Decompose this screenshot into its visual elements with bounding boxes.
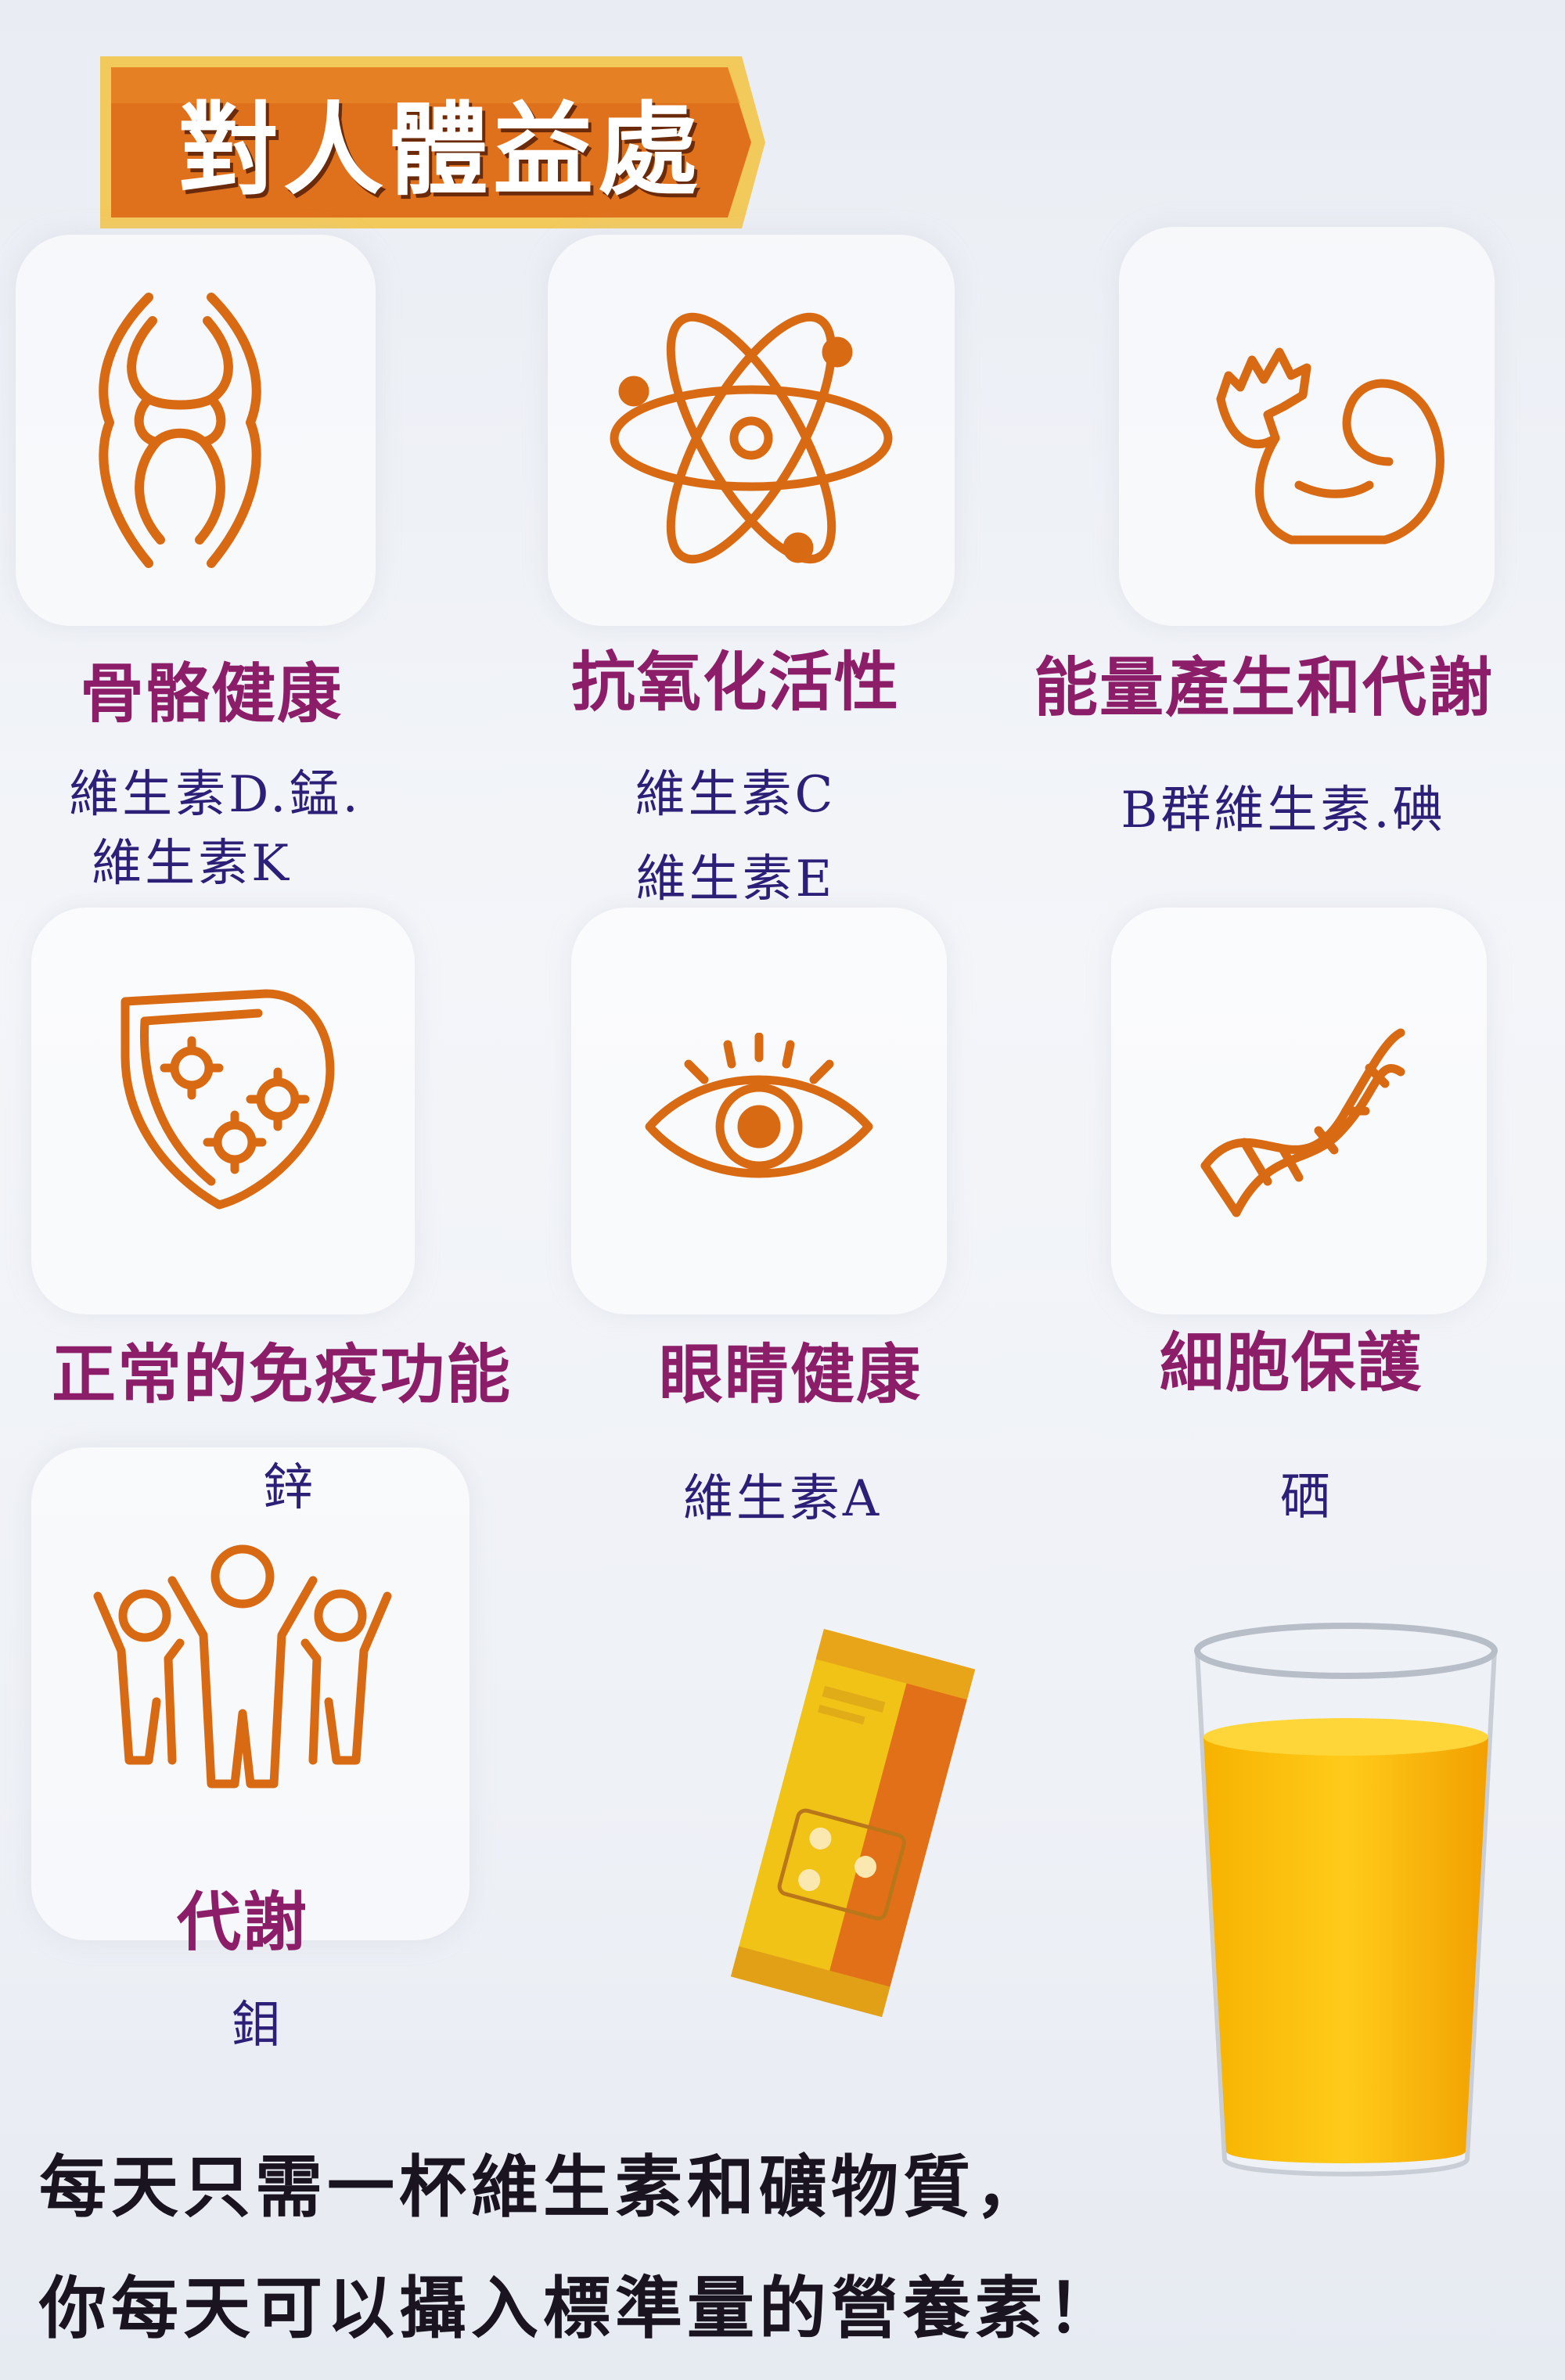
nutrient-line: B群維生素.碘 [1121,782,1446,839]
benefit-title-antioxidant: 抗氧化活性 [570,645,900,720]
sachet-image [689,1627,1017,2019]
nutrient-line: 鉬 [232,1997,285,2055]
nutrient-line: 維生素D.錳. [69,766,362,824]
nutrient-line: 維生素A [682,1470,883,1528]
juice-glass-image [1182,1620,1510,2191]
muscle-arm-icon [1205,329,1455,555]
joint-icon [78,289,282,571]
benefit-tile [1111,908,1487,1314]
footer-line-2: 你每天可以攝入標準量的營養素！ [39,2269,1119,2348]
nutrient-line: 硒 [1280,1469,1333,1526]
benefit-title-energy: 能量產生和代謝 [1033,650,1494,725]
eye-icon [642,1032,876,1189]
benefit-title-immune: 正常的免疫功能 [51,1337,512,1412]
benefit-tile [31,1447,470,1940]
nutrient-line: 維生素E [635,850,836,908]
page-title: 對人體益處 [178,92,703,209]
nutrient-line: 鋅 [263,1459,316,1517]
benefit-title-metabolism: 代謝 [176,1885,308,1960]
header-banner: 對人體益處 [100,56,765,228]
banner-arrow-shape [100,56,765,228]
atom-icon [603,297,900,579]
nutrient-line: 維生素C [635,766,836,824]
benefit-tile [31,908,415,1314]
immune-shield-icon [110,978,344,1213]
dna-icon [1189,994,1408,1228]
benefit-title-cell: 細胞保護 [1159,1325,1423,1400]
people-group-icon [86,1533,399,1792]
benefit-title-bone: 骨骼健康 [79,656,343,732]
benefit-tile [16,235,376,626]
nutrient-line: 維生素K [92,835,292,893]
footer-line-1: 每天只需一杯維生素和礦物質， [39,2148,1047,2227]
benefit-title-eye: 眼睛健康 [658,1337,922,1412]
